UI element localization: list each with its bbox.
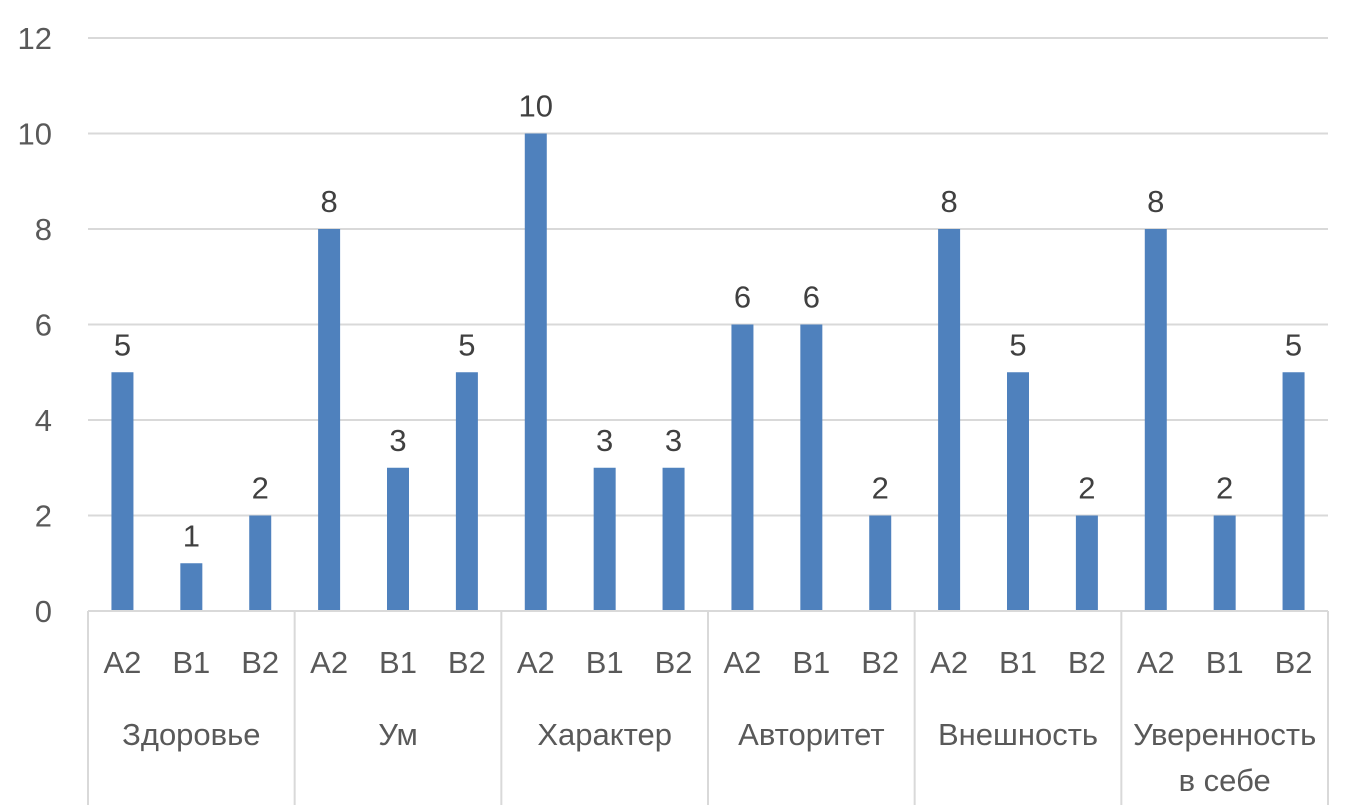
x-group-label: Характер	[537, 717, 672, 752]
data-label: 5	[1009, 327, 1026, 362]
data-label: 3	[389, 423, 406, 458]
data-labels: 5 1 2 8 3 5 10 3 3 6 6 2 8 5 2 8 2 5	[114, 89, 1302, 554]
x-subcategory-label: B1	[999, 645, 1037, 680]
bar	[111, 372, 134, 611]
x-subcategory-label: B2	[1068, 645, 1106, 680]
bar	[1213, 515, 1236, 611]
y-tick-label: 8	[35, 212, 52, 247]
data-label: 5	[458, 327, 475, 362]
data-label: 2	[252, 471, 269, 506]
y-tick-label: 0	[35, 594, 52, 629]
bar	[662, 467, 685, 611]
x-group-label: Здоровье	[122, 717, 260, 752]
data-label: 5	[1285, 327, 1302, 362]
x-subcategory-label: B2	[1275, 645, 1313, 680]
bar	[593, 467, 616, 611]
x-subcategory-label: A2	[723, 645, 761, 680]
x-subcategory-label: B1	[586, 645, 624, 680]
bar	[318, 229, 341, 611]
y-tick-label: 10	[18, 117, 52, 152]
data-label: 3	[596, 423, 613, 458]
x-subcategory-label: B2	[448, 645, 486, 680]
y-tick-label: 6	[35, 308, 52, 343]
x-group-label: Внешность	[938, 717, 1098, 752]
bar	[249, 515, 272, 611]
data-label: 2	[1216, 471, 1233, 506]
gridlines	[88, 37, 1328, 612]
x-subcategory-label: B2	[655, 645, 693, 680]
bar	[1007, 372, 1029, 611]
x-group-label: Авторитет	[738, 717, 884, 752]
bar	[180, 563, 203, 611]
x-axis: A2 B1 B2 Здоровье A2 B1 B2 Ум A2 B1 B2 Характер A2 B1…	[87, 610, 1329, 805]
data-label: 8	[1147, 184, 1164, 219]
data-label: 6	[803, 280, 820, 315]
bar	[1282, 372, 1305, 611]
x-subcategory-label: B1	[792, 645, 830, 680]
bar	[1075, 515, 1098, 611]
bar	[938, 229, 961, 611]
x-subcategory-label: A2	[103, 645, 141, 680]
data-label: 3	[665, 423, 682, 458]
x-subcategory-label: A2	[930, 645, 968, 680]
y-tick-label: 4	[35, 403, 52, 438]
x-subcategory-label: B1	[379, 645, 417, 680]
data-label: 10	[519, 89, 553, 124]
data-label: 2	[872, 471, 889, 506]
data-label: 1	[183, 518, 200, 553]
x-subcategory-label: A2	[310, 645, 348, 680]
x-group-label: Ум	[378, 717, 418, 752]
data-label: 5	[114, 327, 131, 362]
x-subcategory-label: B2	[241, 645, 279, 680]
bar	[800, 324, 823, 611]
x-subcategory-label: B1	[172, 645, 210, 680]
x-subcategory-label: A2	[1137, 645, 1175, 680]
bar	[869, 515, 892, 611]
bar	[455, 372, 478, 611]
data-label: 2	[1078, 471, 1095, 506]
bar	[731, 324, 754, 611]
bar	[387, 467, 409, 611]
x-group-label: в себе	[1179, 763, 1271, 798]
x-group-label: Уверенность	[1133, 717, 1316, 752]
bars	[111, 133, 1305, 611]
x-subcategory-label: B2	[861, 645, 899, 680]
y-axis-ticks: 0 2 4 6 8 10 12	[18, 21, 52, 629]
x-subcategory-label: A2	[517, 645, 555, 680]
bar	[524, 133, 547, 611]
y-tick-label: 12	[18, 21, 52, 56]
data-label: 8	[940, 184, 957, 219]
data-label: 6	[734, 280, 751, 315]
y-tick-label: 2	[35, 499, 52, 534]
x-subcategory-label: B1	[1206, 645, 1244, 680]
data-label: 8	[320, 184, 337, 219]
bar	[1144, 229, 1167, 611]
